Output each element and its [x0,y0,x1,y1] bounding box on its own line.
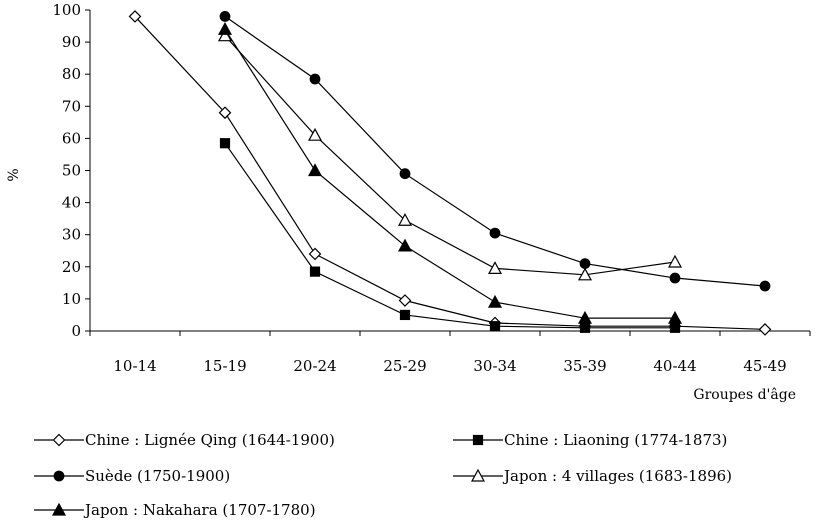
data-point-marker [309,73,321,85]
data-point-marker [397,238,413,252]
series-0 [128,10,772,336]
data-point-marker [218,106,232,120]
y-tick-label: 50 [62,162,81,180]
y-tick-label: 10 [62,290,81,308]
legend-marker [470,468,486,482]
x-tick-label: 40-44 [653,357,696,375]
series-3 [217,28,683,281]
data-point-marker [217,28,233,42]
data-point-marker [219,138,231,149]
y-tick-label: 60 [62,129,81,147]
data-point-marker [307,127,323,141]
data-point-marker [309,266,321,277]
data-point-marker [128,10,142,23]
x-tick-label: 30-34 [473,357,516,375]
x-axis-ticks: 10-14 15-19 20-24 25-29 30-34 35-39 40-44 45-49 [89,331,811,375]
x-tick-label: 25-29 [383,357,426,375]
y-tick-label: 90 [62,33,81,51]
series-2 [219,11,771,292]
legend-item: Suède (1750-1900) [34,467,230,485]
data-point-marker [579,258,591,269]
x-axis-label: Groupes d'âge [693,387,796,403]
data-point-marker [759,280,771,292]
y-tick-label: 40 [62,194,81,212]
chart-axes [89,10,810,332]
data-point-marker [487,261,503,275]
legend-marker [52,433,66,447]
data-point-marker [758,323,772,336]
data-point-marker [669,322,681,333]
legend-label: Chine : Liaoning (1774-1873) [504,431,727,449]
series-line [224,142,675,329]
data-point-marker [399,309,411,321]
legend-label: Japon : Nakahara (1707-1780) [83,501,316,519]
series-layer [128,10,772,336]
data-point-marker [399,168,411,180]
data-point-marker [489,321,501,332]
y-tick-label: 0 [71,322,81,340]
data-point-marker [579,322,591,333]
legend: Chine : Lignée Qing (1644-1900) Chine : L… [34,431,732,519]
y-tick-label: 80 [62,65,81,83]
series-line [224,28,675,319]
data-point-marker [217,22,233,35]
series-line [224,35,676,276]
legend-marker [472,434,484,446]
series-line [224,15,766,287]
legend-label: Chine : Lignée Qing (1644-1900) [85,431,335,449]
data-point-marker [307,163,323,177]
y-axis-ticks: 0 10 20 30 40 50 60 70 80 90 100 [52,1,90,340]
y-axis-label: % [6,168,22,181]
x-tick-label: 10-14 [113,357,156,375]
data-point-marker [308,247,322,261]
data-point-marker [219,11,231,22]
data-point-marker [398,294,412,307]
y-tick-label: 30 [62,226,81,244]
legend-item: Chine : Liaoning (1774-1873) [453,431,727,449]
legend-item: Japon : Nakahara (1707-1780) [34,501,316,519]
data-point-marker [397,213,413,226]
x-tick-label: 15-19 [203,357,246,375]
y-tick-label: 20 [62,258,81,276]
legend-marker [51,502,67,516]
legend-item: Chine : Lignée Qing (1644-1900) [34,431,335,449]
legend-label: Japon : 4 villages (1683-1896) [502,467,732,485]
data-point-marker [577,310,593,324]
data-point-marker [489,227,501,239]
series-4 [217,22,683,324]
x-tick-label: 20-24 [293,357,336,375]
data-point-marker [487,294,503,308]
x-tick-label: 35-39 [563,357,606,375]
x-tick-label: 45-49 [743,357,786,375]
legend-label: Suède (1750-1900) [85,467,230,485]
series-line [134,16,766,330]
data-point-marker [669,272,681,284]
y-tick-label: 100 [52,1,81,19]
data-point-marker [577,267,593,281]
data-point-marker [667,254,683,268]
legend-marker [53,470,65,482]
data-point-marker [667,310,683,324]
series-1 [219,138,681,333]
y-tick-label: 70 [62,97,81,115]
legend-item: Japon : 4 villages (1683-1896) [453,467,732,485]
